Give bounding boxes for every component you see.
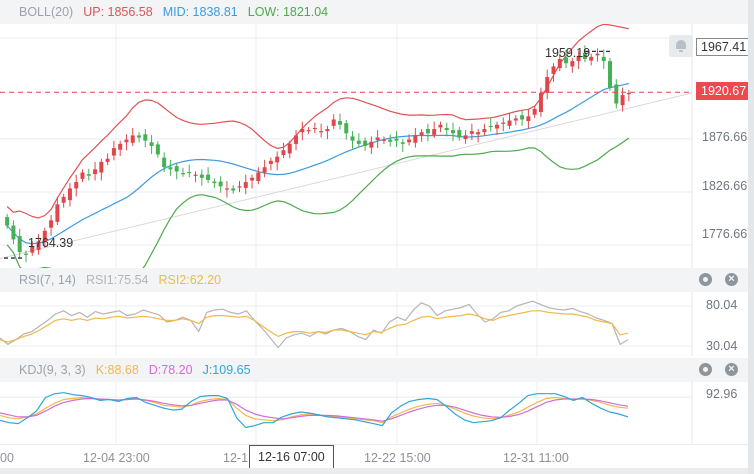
rsi2-value: RSI2:62.20 xyxy=(158,273,222,287)
x-label-1: 12-04 23:00 xyxy=(83,451,150,465)
rsi-legend-bar: RSI(7, 14) RSI1:75.54 RSI2:62.20 × xyxy=(0,268,748,292)
kdj-settings-gear-icon[interactable] xyxy=(699,363,712,376)
x-label-2: 12-1 xyxy=(223,451,249,465)
current-price-tag: 1920.67 xyxy=(696,82,752,100)
x-crosshair-label: 12-16 07:00 xyxy=(249,445,334,469)
rsi-close-icon[interactable]: × xyxy=(725,273,738,286)
kdj-indicator-label: KDJ(9, 3, 3) xyxy=(19,363,86,377)
kdj-y-tick-92: 92.96 xyxy=(706,387,738,401)
boll-up-value: UP: 1856.58 xyxy=(83,5,153,19)
max-price-annotation: 1959.19 xyxy=(545,46,591,60)
rsi-indicator-label: RSI(7, 14) xyxy=(19,273,76,287)
boll-legend-bar: BOLL(20) UP: 1856.58 MID: 1838.81 LOW: 1… xyxy=(0,0,748,24)
rsi-chart[interactable] xyxy=(0,292,748,356)
candlestick-chart[interactable] xyxy=(0,24,748,268)
rsi1-value: RSI1:75.54 xyxy=(85,273,149,287)
y-tick-1876: 1876.66 xyxy=(702,130,748,144)
min-price-annotation: 1764.39 xyxy=(28,236,74,250)
scrollbar[interactable] xyxy=(748,0,754,474)
x-label-4: 12-31 11:00 xyxy=(503,451,569,465)
kdj-close-icon[interactable]: × xyxy=(725,363,738,376)
alarm-bell-icon[interactable] xyxy=(669,35,693,57)
kdj-k-value: K:88.68 xyxy=(95,363,139,377)
boll-indicator-label: BOLL(20) xyxy=(19,5,74,19)
rsi-settings-gear-icon[interactable] xyxy=(699,273,712,286)
kdj-d-value: D:78.20 xyxy=(148,363,193,377)
y-tick-1826: 1826.66 xyxy=(702,179,748,193)
x-axis: 00 12-04 23:00 12-1 12-22 15:00 12-31 11… xyxy=(0,444,748,469)
x-label-0: 00 xyxy=(0,451,14,465)
kdj-j-value: J:109.65 xyxy=(202,363,251,377)
y-tick-1776: 1776.66 xyxy=(702,227,748,241)
kdj-legend-bar: KDJ(9, 3, 3) K:88.68 D:78.20 J:109.65 × xyxy=(0,358,748,382)
rsi-y-tick-80: 80.04 xyxy=(706,298,738,312)
top-price-tag: 1967.41 xyxy=(696,38,752,56)
boll-mid-value: MID: 1838.81 xyxy=(162,5,238,19)
boll-low-value: LOW: 1821.04 xyxy=(247,5,329,19)
x-label-3: 12-22 15:00 xyxy=(364,451,431,465)
kdj-chart[interactable] xyxy=(0,382,748,444)
bottom-strip xyxy=(0,468,748,474)
rsi-y-tick-30: 30.04 xyxy=(706,339,738,353)
